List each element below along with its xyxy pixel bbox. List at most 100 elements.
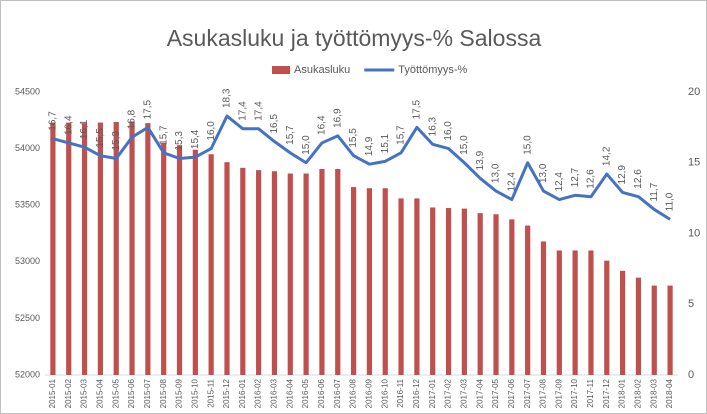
bar [145,123,151,375]
x-tick-label: 2017-08 [539,378,548,408]
bar [303,173,309,375]
x-tick-label: 2016-05 [301,378,310,408]
data-label: 11,7 [649,182,660,201]
x-tick-label: 2016-01 [238,378,247,408]
x-tick-label: 2015-02 [64,378,73,408]
legend-label: Asukasluku [294,64,350,76]
bar [240,167,246,375]
bar [256,170,262,375]
data-label: 17,5 [412,99,423,119]
x-tick-label: 2015-11 [206,378,215,407]
data-label: 13,9 [475,150,486,170]
y2-tick-label: 10 [688,227,700,239]
bar [335,168,341,375]
x-tick-label: 2016-06 [317,378,326,408]
data-label: 12,4 [506,172,517,192]
data-label: 13,0 [538,163,549,183]
x-tick-label: 2015-10 [190,378,199,408]
bar [635,277,642,375]
data-label: 16,9 [332,108,343,128]
bar [224,162,230,375]
x-tick-label: 2018-03 [649,378,658,408]
bar [97,122,103,376]
x-tick-label: 2016-11 [396,378,405,407]
data-label: 15,3 [174,131,185,151]
bar [572,250,578,375]
y-tick-label: 52500 [15,313,40,323]
data-label: 15,7 [285,125,296,145]
x-tick-label: 2017-10 [570,378,579,408]
y-tick-label: 52000 [15,369,40,379]
data-label: 15,4 [190,129,201,149]
data-label: 12,6 [586,169,597,189]
bar [176,145,183,375]
bar [430,207,436,375]
bar [620,270,626,375]
data-label: 16,4 [317,115,328,135]
bar [445,208,452,375]
bar [192,149,198,375]
bar [382,188,388,375]
data-label: 11,0 [665,192,676,211]
bar [287,173,293,375]
x-tick-label: 2017-12 [602,378,611,408]
data-label: 15,7 [158,125,169,145]
y-tick-label: 53000 [15,256,40,266]
x-tick-label: 2017-01 [428,378,437,408]
x-tick-label: 2016-10 [380,378,389,408]
bar [50,122,56,376]
x-tick-label: 2017-07 [523,378,532,408]
data-label: 16,4 [63,115,74,135]
bar [208,154,214,375]
bar [398,198,404,375]
x-tick-label: 2018-04 [665,378,674,408]
data-label: 16,0 [206,121,217,141]
x-tick-label: 2015-03 [80,378,89,408]
bar [525,225,531,375]
bar [556,250,562,375]
bar [588,250,594,375]
data-label: 18,3 [222,88,233,108]
data-label: 15,7 [396,125,407,145]
bar [493,214,499,375]
data-label: 13,0 [491,163,502,183]
data-label: 12,4 [554,172,565,192]
x-tick-label: 2016-04 [285,378,294,408]
data-label: 16,3 [427,116,438,136]
data-label: 16,0 [443,121,454,141]
data-label: 14,9 [364,136,375,156]
data-label: 12,7 [570,167,581,187]
data-label: 16,7 [48,111,59,131]
bar [66,122,72,376]
data-label: 12,6 [633,169,644,189]
data-label: 17,5 [143,99,154,119]
y2-tick-label: 20 [688,86,700,98]
bar [540,241,547,375]
x-tick-label: 2018-02 [634,378,643,408]
data-label: 17,4 [237,101,248,121]
y-tick-label: 54000 [15,143,40,153]
bar [509,219,515,375]
x-tick-label: 2016-09 [365,378,374,408]
data-label: 15,1 [380,133,391,153]
bar [667,285,673,375]
data-label: 15,0 [459,135,470,155]
legend-marker [272,66,290,74]
x-tick-label: 2016-03 [270,378,279,408]
x-tick-label: 2015-07 [143,378,152,408]
x-tick-label: 2015-06 [127,378,136,408]
data-label: 15,0 [522,135,533,155]
data-label: 15,0 [301,135,312,155]
x-tick-label: 2016-12 [412,378,421,408]
data-label: 15,3 [111,131,122,151]
line [52,114,671,221]
bar [113,121,119,375]
bar [604,260,610,375]
bar [477,213,483,375]
x-tick-label: 2015-08 [159,378,168,408]
data-label: 16,8 [127,109,138,129]
data-label: 15,5 [348,128,359,148]
data-label: 15,5 [95,128,106,148]
bar [461,208,467,375]
